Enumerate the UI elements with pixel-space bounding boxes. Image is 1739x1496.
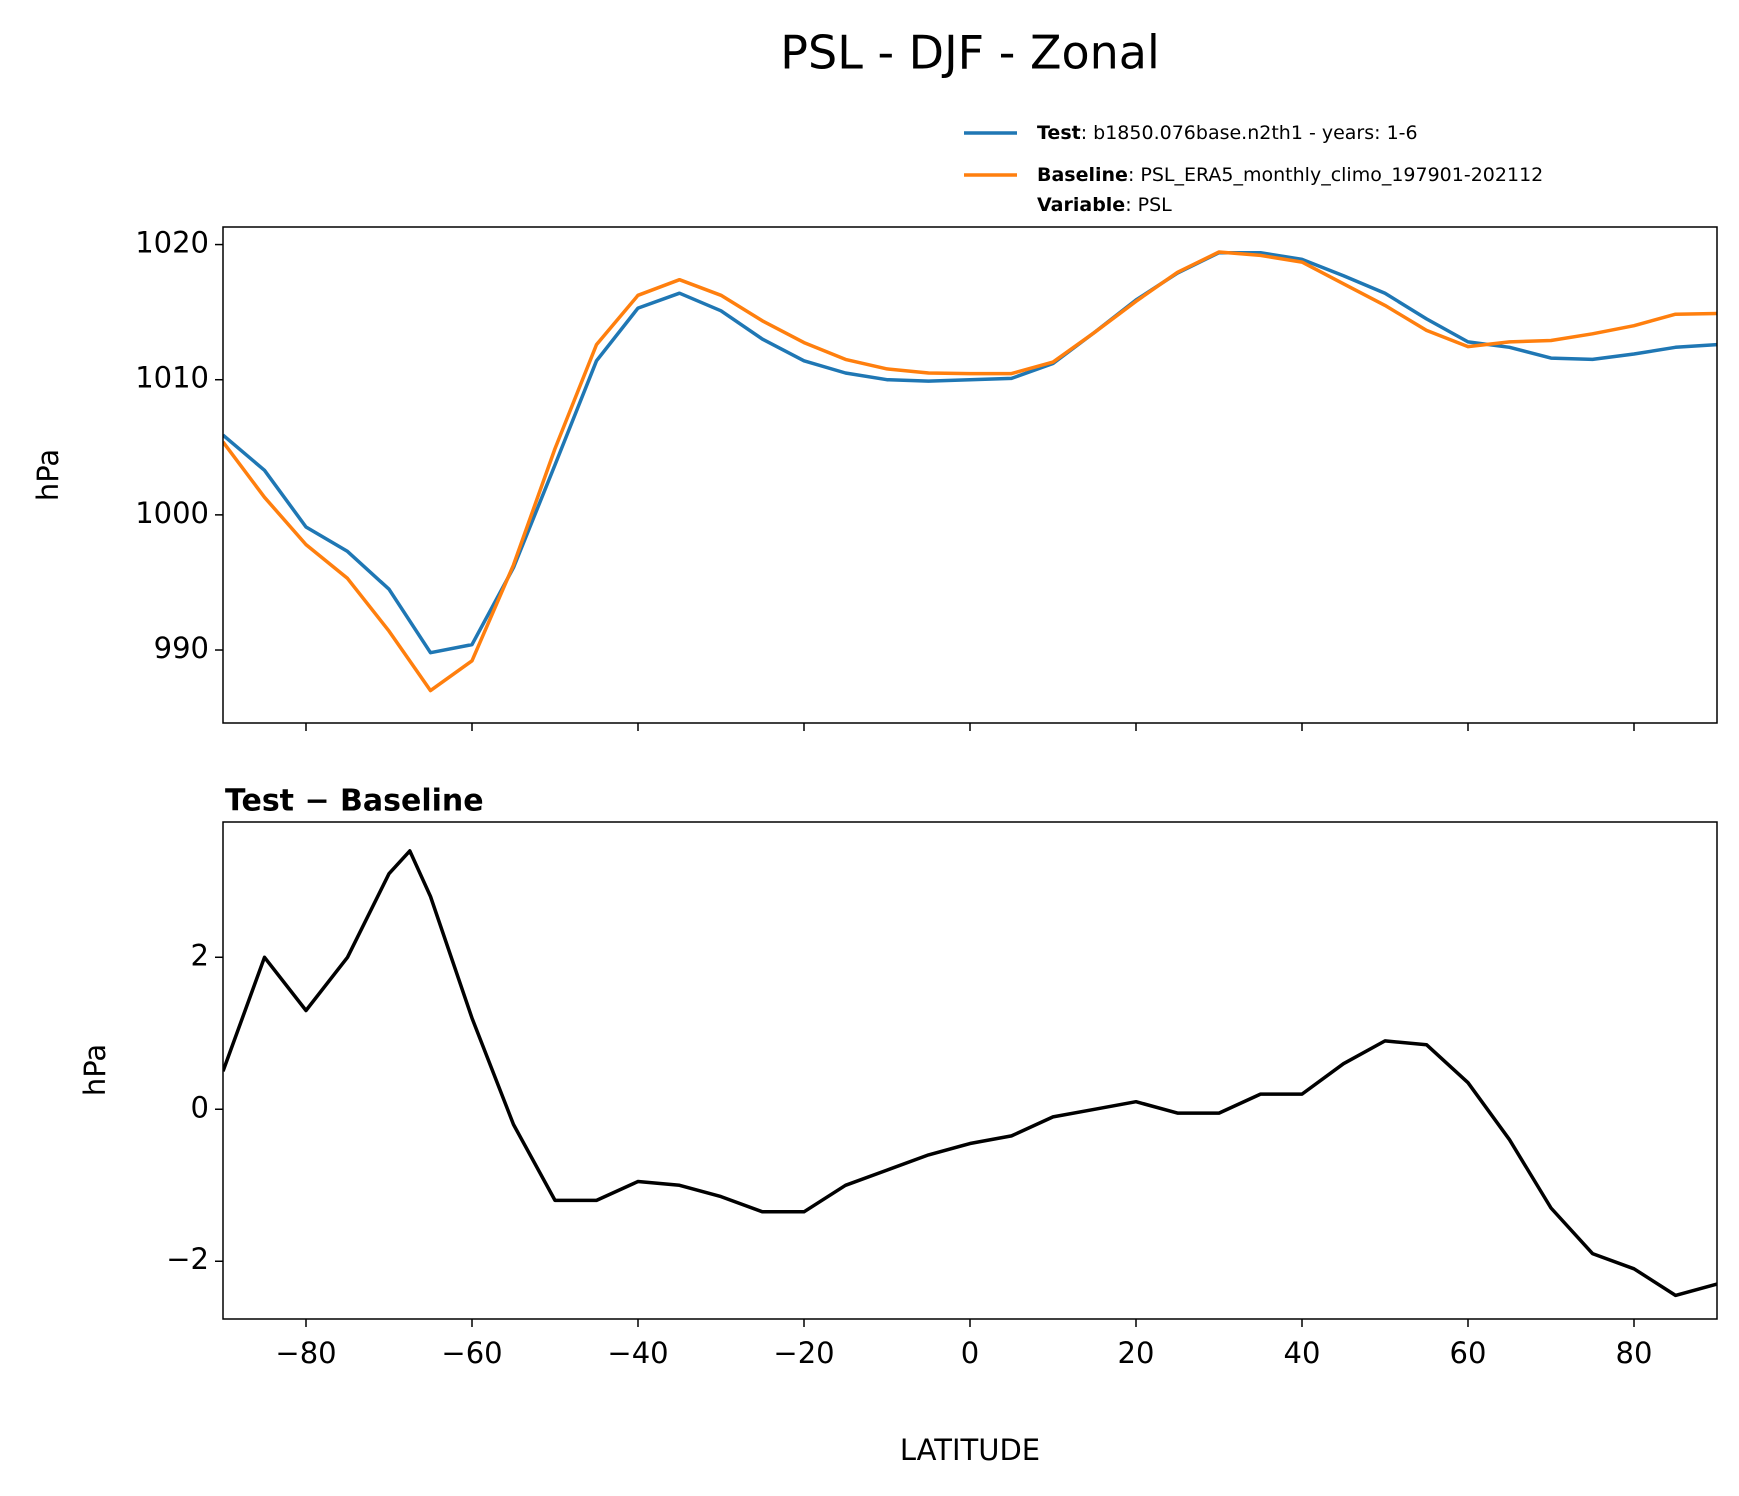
y-tick-label: 1000 <box>135 496 209 530</box>
legend-entry: Test: b1850.076base.n2th1 - years: 1-6 <box>1037 122 1418 144</box>
legend-detail: : b1850.076base.n2th1 - years: 1-6 <box>1081 122 1418 144</box>
legend-name: Test <box>1037 122 1081 144</box>
data-line <box>223 849 1717 1298</box>
x-tick-label: 80 <box>1616 1336 1653 1370</box>
x-tick-label: 60 <box>1450 1336 1487 1370</box>
x-tick-label: −40 <box>607 1336 668 1370</box>
chart-title: PSL - DJF - Zonal <box>780 26 1159 80</box>
legend-entry: Variable: PSL <box>1037 194 1172 216</box>
panel-title: Test − Baseline <box>225 784 484 819</box>
y-tick-label: 2 <box>191 938 209 972</box>
plot-area <box>223 849 1717 1298</box>
legend-name: Baseline <box>1037 164 1128 186</box>
y-tick-label: 0 <box>191 1090 209 1124</box>
axes-frame <box>222 821 1718 1320</box>
x-tick-label: 40 <box>1284 1336 1321 1370</box>
legend-detail: : PSL <box>1125 194 1172 216</box>
x-axis-label: LATITUDE <box>900 1433 1040 1467</box>
y-axis-label: hPa <box>31 449 65 501</box>
y-tick-label: −2 <box>166 1242 209 1276</box>
y-tick-label: 1010 <box>135 361 209 395</box>
legend-name: Variable <box>1037 194 1125 216</box>
x-tick-label: −80 <box>275 1336 336 1370</box>
y-tick-label: 990 <box>154 631 209 665</box>
legend-entry: Baseline: PSL_ERA5_monthly_climo_197901-… <box>1037 164 1543 186</box>
x-tick-label: 20 <box>1118 1336 1155 1370</box>
legend-detail: : PSL_ERA5_monthly_climo_197901-202112 <box>1128 164 1543 186</box>
x-tick-label: −20 <box>773 1336 834 1370</box>
axes-frame <box>222 226 1718 724</box>
data-line <box>223 250 1717 693</box>
x-tick-label: −60 <box>441 1336 502 1370</box>
data-line <box>223 250 1717 655</box>
x-tick-label: 0 <box>961 1336 979 1370</box>
plot-area <box>223 250 1717 693</box>
y-tick-label: 1020 <box>135 226 209 260</box>
y-axis-label: hPa <box>78 1044 112 1096</box>
